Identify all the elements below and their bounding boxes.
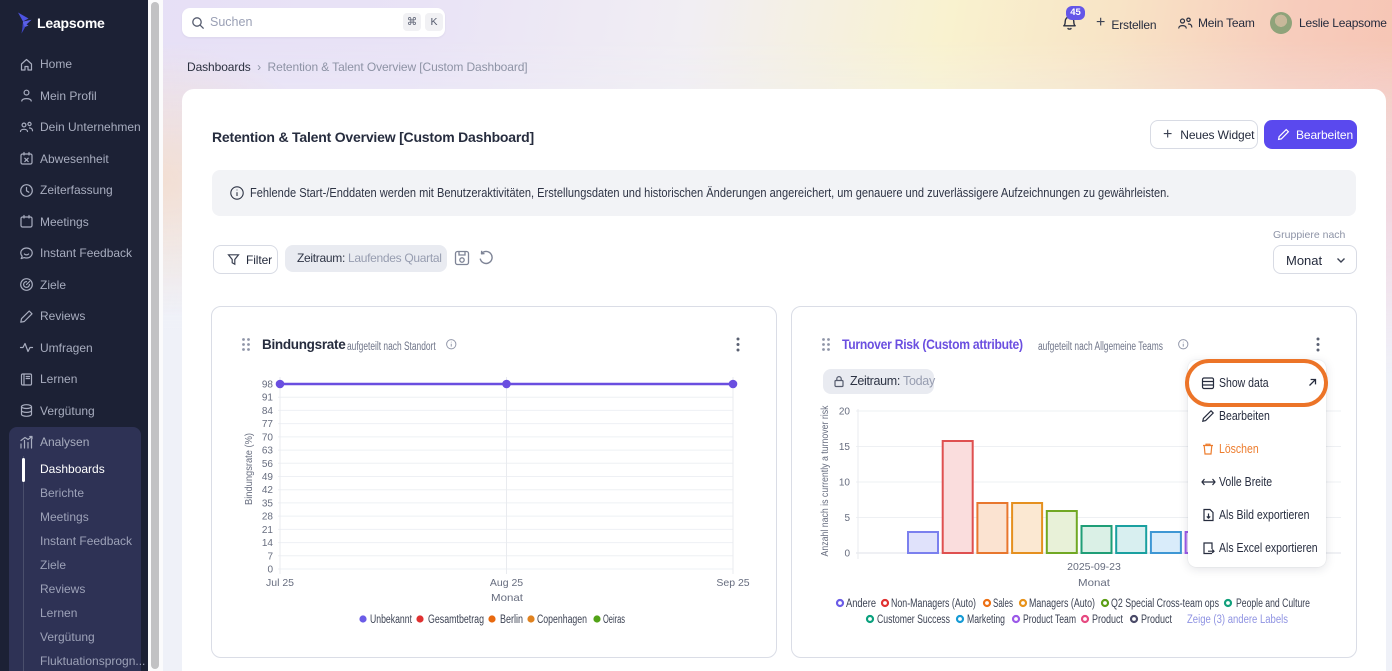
svg-text:Product: Product bbox=[1092, 614, 1124, 626]
svg-text:Berlin: Berlin bbox=[500, 614, 523, 626]
svg-text:84: 84 bbox=[262, 406, 274, 417]
svg-text:Product Team: Product Team bbox=[1023, 614, 1076, 626]
svg-text:0: 0 bbox=[844, 549, 850, 560]
svg-text:Oeiras: Oeiras bbox=[603, 614, 625, 626]
svg-text:49: 49 bbox=[262, 472, 274, 483]
svg-text:20: 20 bbox=[839, 407, 851, 418]
svg-text:7: 7 bbox=[267, 551, 273, 562]
svg-text:0: 0 bbox=[267, 565, 273, 576]
svg-text:14: 14 bbox=[262, 538, 274, 549]
svg-text:Aug 25: Aug 25 bbox=[490, 577, 523, 589]
svg-text:42: 42 bbox=[262, 485, 274, 496]
svg-text:Monat: Monat bbox=[491, 592, 523, 604]
svg-text:Sales: Sales bbox=[993, 598, 1013, 610]
svg-text:10: 10 bbox=[839, 478, 851, 489]
svg-text:Marketing: Marketing bbox=[967, 614, 1005, 626]
svg-text:People and Culture: People and Culture bbox=[1236, 598, 1310, 610]
svg-text:Sep 25: Sep 25 bbox=[716, 577, 749, 589]
svg-text:91: 91 bbox=[262, 393, 274, 404]
svg-text:28: 28 bbox=[262, 512, 274, 523]
svg-text:5: 5 bbox=[844, 513, 850, 524]
svg-text:Bindungsrate (%): Bindungsrate (%) bbox=[244, 433, 255, 505]
svg-text:Monat: Monat bbox=[1078, 577, 1110, 589]
svg-text:Customer Success: Customer Success bbox=[877, 614, 950, 626]
svg-text:15: 15 bbox=[839, 442, 851, 453]
svg-text:Gesamtbetrag: Gesamtbetrag bbox=[428, 614, 484, 626]
svg-text:70: 70 bbox=[262, 432, 274, 443]
svg-text:56: 56 bbox=[262, 459, 274, 470]
svg-text:63: 63 bbox=[262, 446, 274, 457]
svg-text:Managers (Auto): Managers (Auto) bbox=[1029, 598, 1095, 610]
svg-text:Anzahl nach is currently a tur: Anzahl nach is currently a turnover risk bbox=[820, 405, 831, 557]
svg-text:Andere: Andere bbox=[846, 598, 876, 610]
svg-text:2025-09-23: 2025-09-23 bbox=[1067, 561, 1121, 573]
svg-text:Q2 Special Cross-team ops: Q2 Special Cross-team ops bbox=[1111, 598, 1219, 610]
svg-text:21: 21 bbox=[262, 525, 274, 536]
svg-text:98: 98 bbox=[262, 380, 274, 391]
svg-text:Copenhagen: Copenhagen bbox=[537, 614, 587, 626]
svg-text:Unbekannt: Unbekannt bbox=[370, 614, 413, 626]
svg-text:Jul 25: Jul 25 bbox=[266, 577, 294, 589]
svg-text:Non-Managers (Auto): Non-Managers (Auto) bbox=[891, 598, 976, 610]
svg-text:35: 35 bbox=[262, 498, 274, 509]
svg-text:Zeige (3) andere Labels: Zeige (3) andere Labels bbox=[1187, 614, 1288, 626]
svg-text:Product: Product bbox=[1141, 614, 1173, 626]
svg-text:77: 77 bbox=[262, 419, 274, 430]
